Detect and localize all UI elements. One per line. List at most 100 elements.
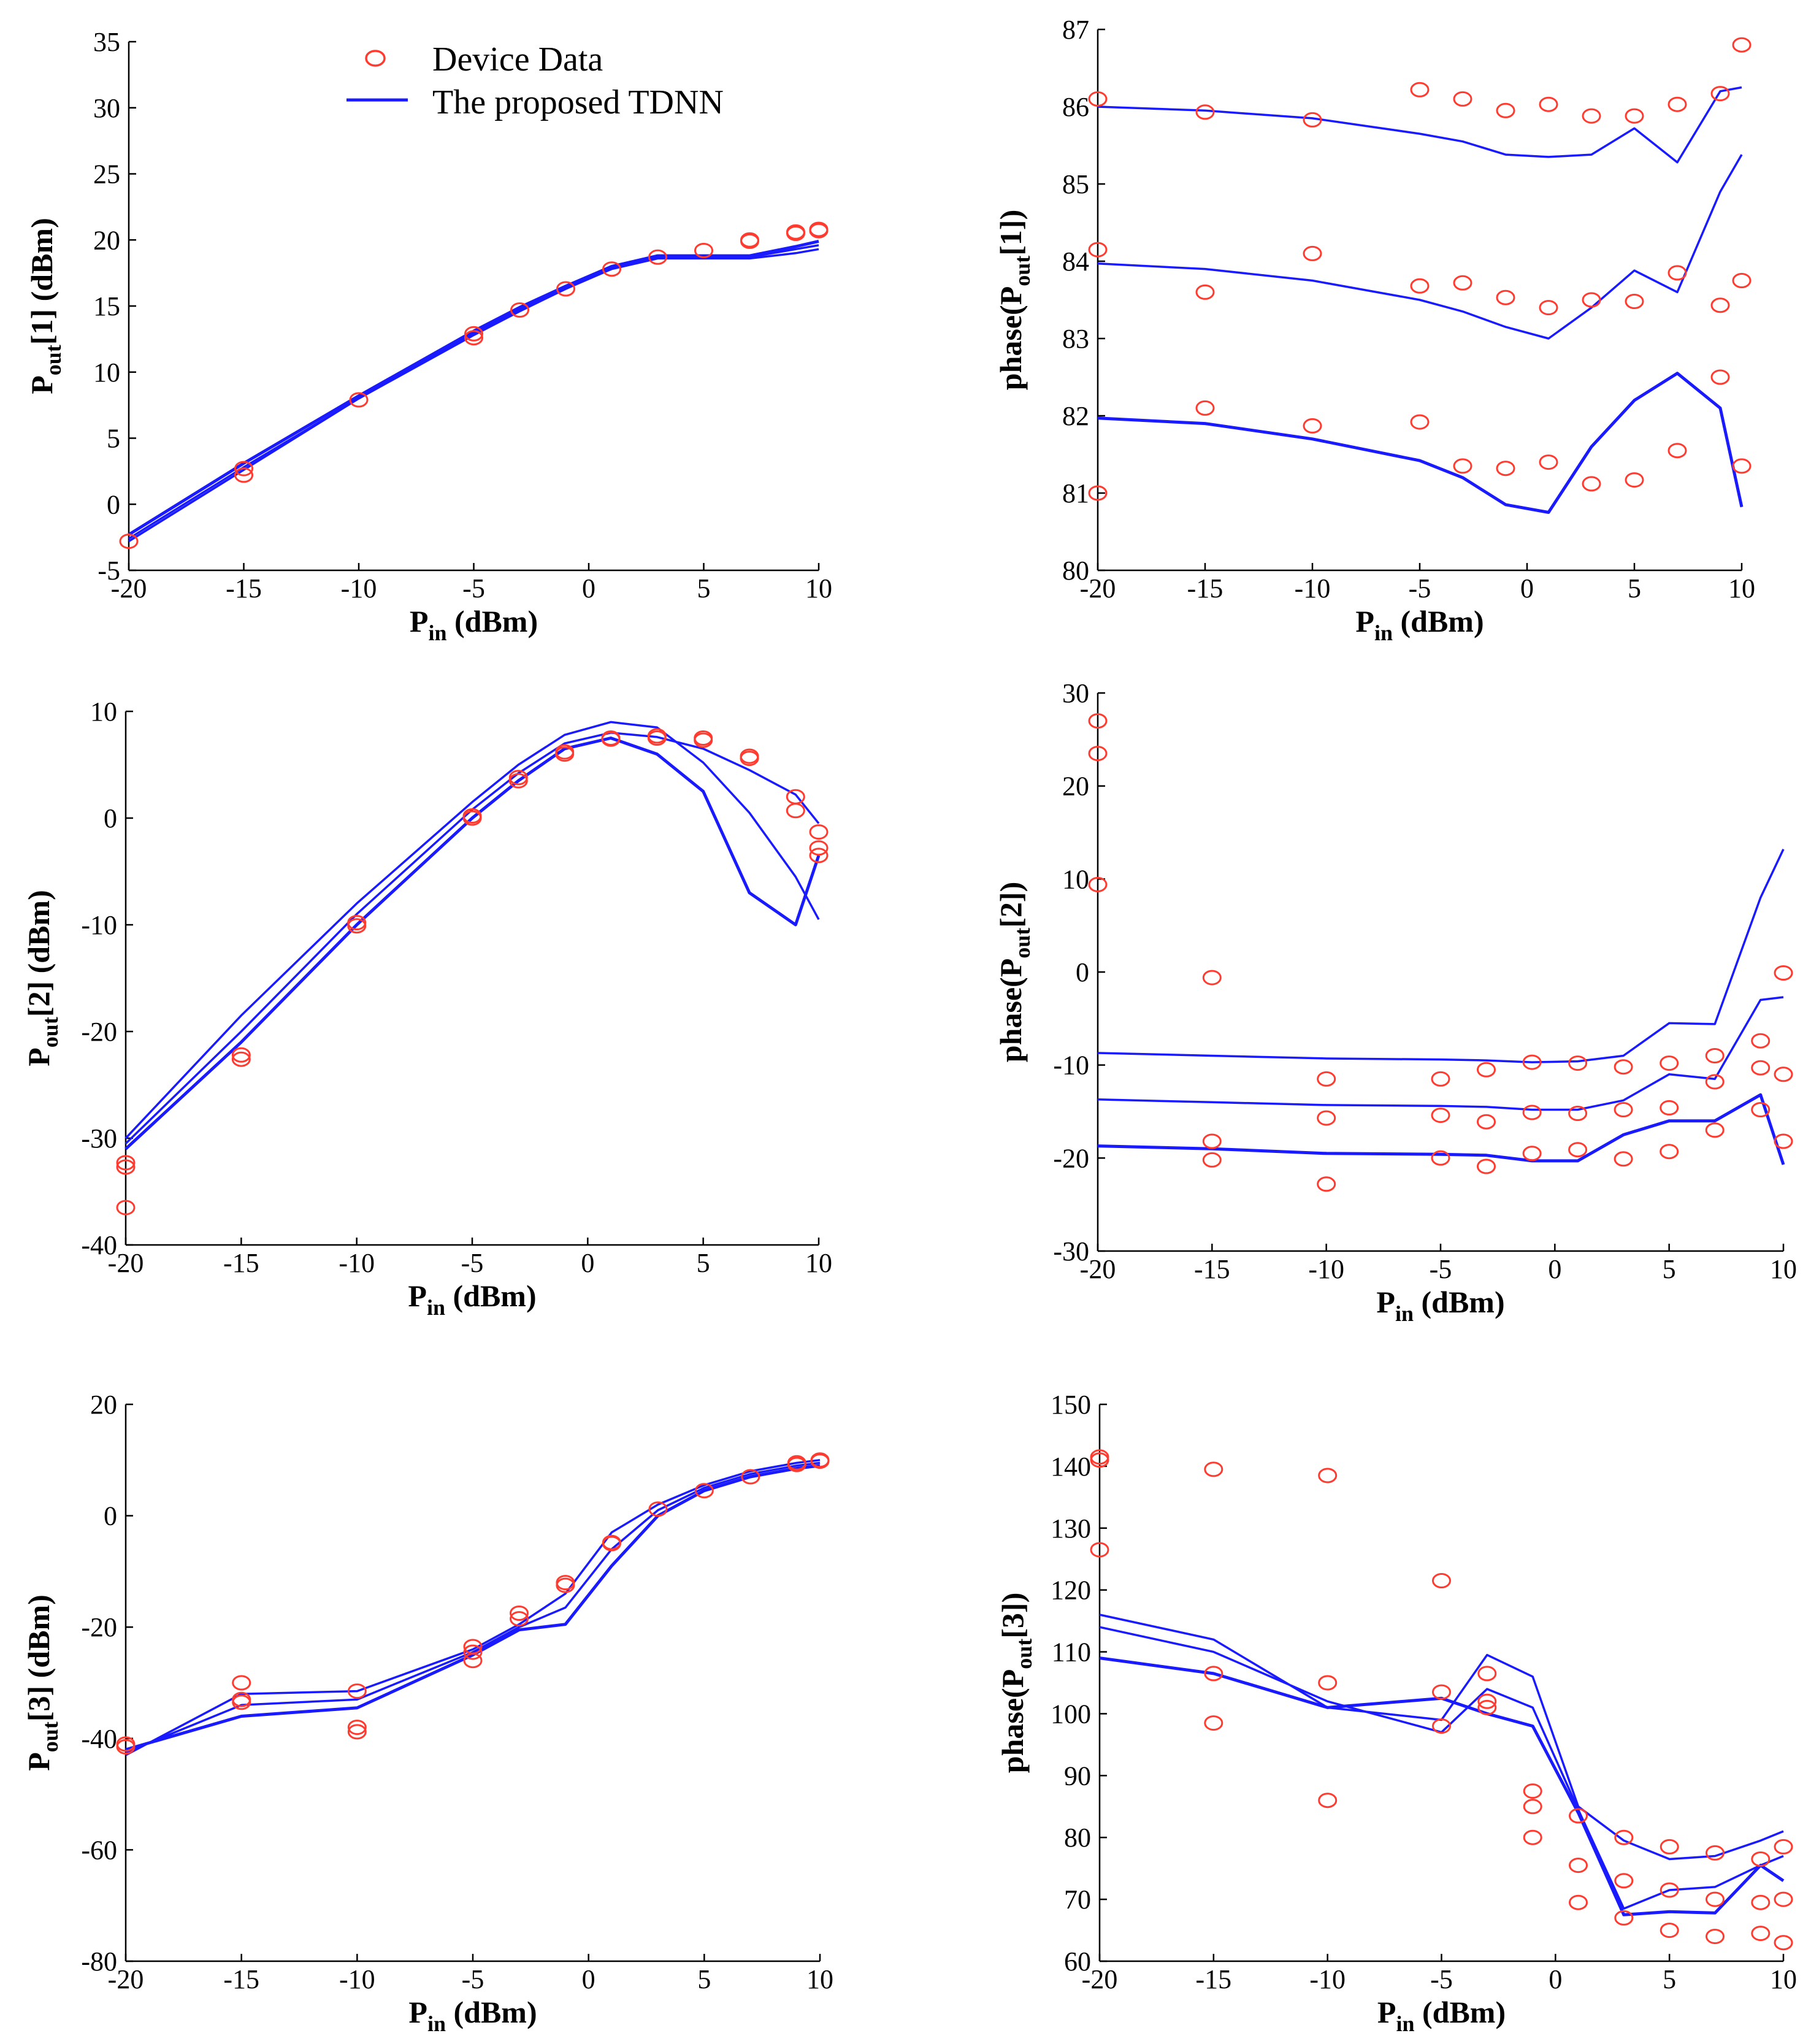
device-data-point (1660, 1100, 1679, 1116)
device-data-point (1202, 1133, 1222, 1149)
x-axis-label: Pin (dBm) (408, 1995, 537, 2036)
device-data-point (741, 1469, 760, 1485)
device-data-point (1614, 1059, 1633, 1075)
device-data-point (1317, 1176, 1336, 1192)
x-tick-label: -20 (108, 1248, 144, 1278)
model-series-line (1097, 372, 1744, 514)
y-tick-label: 150 (1051, 1390, 1091, 1420)
x-tick-label: 5 (697, 1964, 711, 1994)
y-tick-label: -40 (81, 1724, 117, 1754)
device-data-point (1523, 1799, 1542, 1815)
x-tick-label: 10 (1770, 1964, 1797, 1994)
device-data-point (602, 1536, 621, 1552)
model-series-line (125, 1461, 821, 1754)
y-tick-label: -20 (1053, 1143, 1089, 1173)
y-tick-label: 35 (93, 27, 120, 57)
device-data-point (1318, 1793, 1338, 1809)
device-data-point (1582, 108, 1601, 124)
device-data-point (1303, 245, 1322, 261)
device-data-point (809, 824, 829, 840)
y-axis-label: Pout[2] (dBm) (21, 890, 63, 1066)
device-data-point (1431, 1071, 1450, 1087)
device-data-point (1088, 746, 1108, 762)
y-tick-label: -10 (81, 910, 117, 940)
device-data-point (1410, 414, 1430, 430)
y-tick-label: -30 (81, 1123, 117, 1154)
device-data-point (694, 732, 713, 748)
device-data-point (1732, 37, 1752, 53)
x-tick-label: -15 (1196, 1964, 1232, 1994)
device-data-point (1522, 1054, 1542, 1070)
x-tick-label: 5 (1663, 1964, 1676, 1994)
model-series-line (1099, 1656, 1785, 1916)
model-series-line (1097, 1093, 1785, 1165)
device-data-point (462, 810, 482, 826)
device-data-point (1204, 1461, 1223, 1477)
device-data-point (1568, 1055, 1588, 1071)
device-data-point (1710, 86, 1730, 102)
device-data-point (809, 840, 829, 856)
y-tick-label: 81 (1062, 478, 1089, 508)
device-data-point (648, 249, 667, 265)
device-data-point (1706, 1891, 1725, 1907)
x-tick-label: -10 (339, 1964, 375, 1994)
device-data-point (1667, 443, 1687, 459)
device-data-point (1732, 273, 1752, 288)
y-tick-label: -20 (81, 1017, 117, 1047)
y-tick-label: -30 (1053, 1236, 1089, 1266)
x-tick-label: -10 (1295, 573, 1331, 603)
y-tick-label: 20 (90, 1390, 117, 1420)
device-data-point (1751, 1033, 1771, 1049)
x-tick-label: 0 (582, 573, 595, 603)
device-data-point (1317, 1071, 1336, 1087)
device-data-point (1774, 965, 1793, 981)
y-tick-label: 5 (107, 424, 120, 454)
device-data-point (1477, 1158, 1496, 1174)
device-data-point (1318, 1468, 1338, 1483)
device-data-point (1660, 1055, 1679, 1071)
legend-device-label: Device Data (432, 40, 603, 78)
device-data-point (1432, 1684, 1451, 1700)
chart-phase1: -20 -15 -10 -5 0 5 10 80 81 82 83 84 85 86 87 Pin (dBm)… (994, 15, 1755, 645)
device-data-point (1453, 458, 1472, 474)
y-tick-label: 82 (1062, 401, 1089, 431)
device-data-point (1732, 458, 1752, 474)
device-data-point (1660, 1839, 1679, 1855)
model-series-line (128, 239, 819, 536)
x-tick-label: 0 (1520, 573, 1534, 603)
model-series-line (1099, 1626, 1784, 1910)
device-data-point (1088, 242, 1108, 258)
device-data-point (1477, 1693, 1497, 1709)
model-series-line (1097, 996, 1784, 1111)
x-tick-label: 5 (1628, 573, 1641, 603)
model-series-line (125, 1464, 821, 1751)
chart-pout2: -20 -15 -10 -5 0 5 10 -40 -30 -20 -10 0 10 Pin (dBm) P… (21, 697, 832, 1320)
device-data-point (1569, 1858, 1588, 1874)
y-tick-label: 20 (93, 225, 120, 255)
device-data-point (1774, 1839, 1793, 1855)
chart-pout3: -20 -15 -10 -5 0 5 10 -80 -60 -40 -20 0 20 Pin (dBm) P… (21, 1390, 833, 2036)
x-tick-label: -15 (223, 1964, 259, 1994)
device-data-point (1410, 278, 1430, 294)
legend: Device Data The proposed TDNN (347, 40, 724, 121)
x-axis-label: Pin (dBm) (1376, 1285, 1504, 1326)
device-data-point (1431, 1150, 1450, 1166)
x-tick-label: -5 (461, 1248, 484, 1278)
device-data-point (1477, 1666, 1497, 1682)
device-data-point (1710, 369, 1730, 385)
device-data-point (508, 773, 528, 789)
device-data-point (1523, 1783, 1542, 1799)
y-tick-label: 70 (1064, 1885, 1091, 1915)
y-tick-label: 120 (1051, 1575, 1091, 1606)
device-data-point (602, 261, 621, 277)
device-data-point (1614, 1102, 1633, 1117)
x-tick-label: -15 (226, 573, 262, 603)
device-data-point (231, 1047, 251, 1063)
device-data-point (1751, 1060, 1771, 1076)
y-tick-label: 15 (93, 291, 120, 321)
device-data-point (1582, 292, 1601, 308)
device-data-point (1453, 91, 1472, 107)
device-data-point (1751, 1894, 1771, 1910)
device-data-point (1477, 1699, 1497, 1715)
y-tick-label: 130 (1051, 1514, 1091, 1544)
